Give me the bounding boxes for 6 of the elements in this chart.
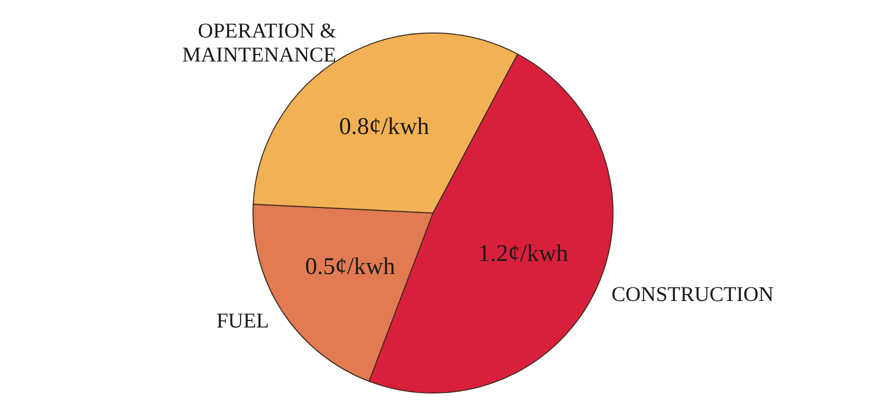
slice-label: CONSTRUCTION (611, 282, 774, 306)
slice-label: OPERATION & MAINTENANCE (182, 18, 336, 67)
slice-label: FUEL (216, 308, 269, 332)
data-label: 0.5¢/kwh (305, 254, 396, 280)
data-label: 0.8¢/kwh (339, 114, 430, 140)
data-label: 1.2¢/kwh (478, 240, 568, 267)
